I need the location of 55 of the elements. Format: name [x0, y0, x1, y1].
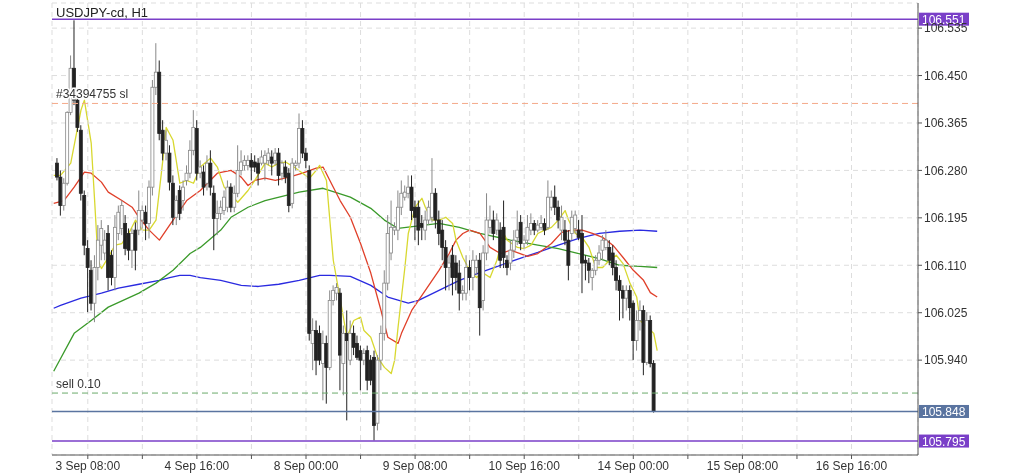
- candlestick: [491, 210, 496, 241]
- candlestick: [228, 182, 233, 213]
- x-tick-label: 16 Sep 16:00: [815, 458, 888, 473]
- candlestick: [603, 229, 608, 251]
- line-series: [53, 229, 658, 309]
- x-tick-label: 3 Sep 08:00: [55, 458, 121, 473]
- x-tick-label: 14 Sep 00:00: [597, 458, 670, 473]
- chart-title: USDJPY-cd, H1: [56, 5, 148, 20]
- x-tick-label: 8 Sep 00:00: [273, 458, 339, 473]
- x-tick-label: 4 Sep 16:00: [164, 458, 230, 473]
- candlestick: [201, 164, 206, 197]
- candlestick: [177, 184, 182, 221]
- candlestick: [416, 200, 421, 246]
- y-tick-label: 106.450: [924, 68, 968, 83]
- candlestick: [276, 147, 281, 186]
- candlestick: [136, 190, 141, 236]
- x-tick-label: 15 Sep 08:00: [706, 458, 779, 473]
- y-tick-label: 105.940: [924, 353, 968, 368]
- line-series: [53, 166, 658, 345]
- y-tick-label: 106.365: [924, 116, 968, 131]
- candlestick: [450, 244, 455, 296]
- candlestick: [471, 249, 475, 291]
- candlestick: [494, 212, 499, 236]
- candlestick: [559, 205, 564, 241]
- candlestick: [600, 234, 605, 261]
- candlestick: [586, 257, 591, 284]
- candlestick: [474, 254, 479, 276]
- y-tick-label: 106.195: [924, 211, 968, 226]
- candlestick: [273, 147, 278, 166]
- candlestick: [406, 174, 411, 199]
- x-tick-label: 9 Sep 08:00: [382, 458, 448, 473]
- ref-line-label: sell 0.10: [56, 377, 102, 392]
- candlestick: [256, 157, 260, 186]
- x-tick-label: 10 Sep 16:00: [488, 458, 561, 473]
- line-series: [53, 187, 658, 372]
- y-tick-label: 106.280: [924, 163, 968, 178]
- candlestick: [467, 259, 472, 291]
- candlestick: [525, 214, 530, 246]
- line-series: [53, 99, 658, 375]
- candlestick: [351, 325, 356, 356]
- candlestick: [518, 214, 523, 251]
- candlestick: [624, 284, 629, 311]
- candlestick: [215, 200, 220, 236]
- y-tick-label: 106.110: [924, 258, 967, 273]
- candlestick: [225, 179, 230, 213]
- candlestick: [324, 335, 329, 405]
- candlestick: [164, 129, 168, 161]
- ref-line-label: 105.848: [922, 404, 966, 419]
- candlestick: [140, 205, 145, 229]
- candlestick: [198, 159, 203, 179]
- candlestick: [447, 254, 451, 291]
- ref-line-label: 105.795: [922, 434, 966, 449]
- y-tick-label: 106.025: [924, 305, 968, 320]
- candlestick: [174, 195, 179, 226]
- candlestick: [119, 200, 124, 236]
